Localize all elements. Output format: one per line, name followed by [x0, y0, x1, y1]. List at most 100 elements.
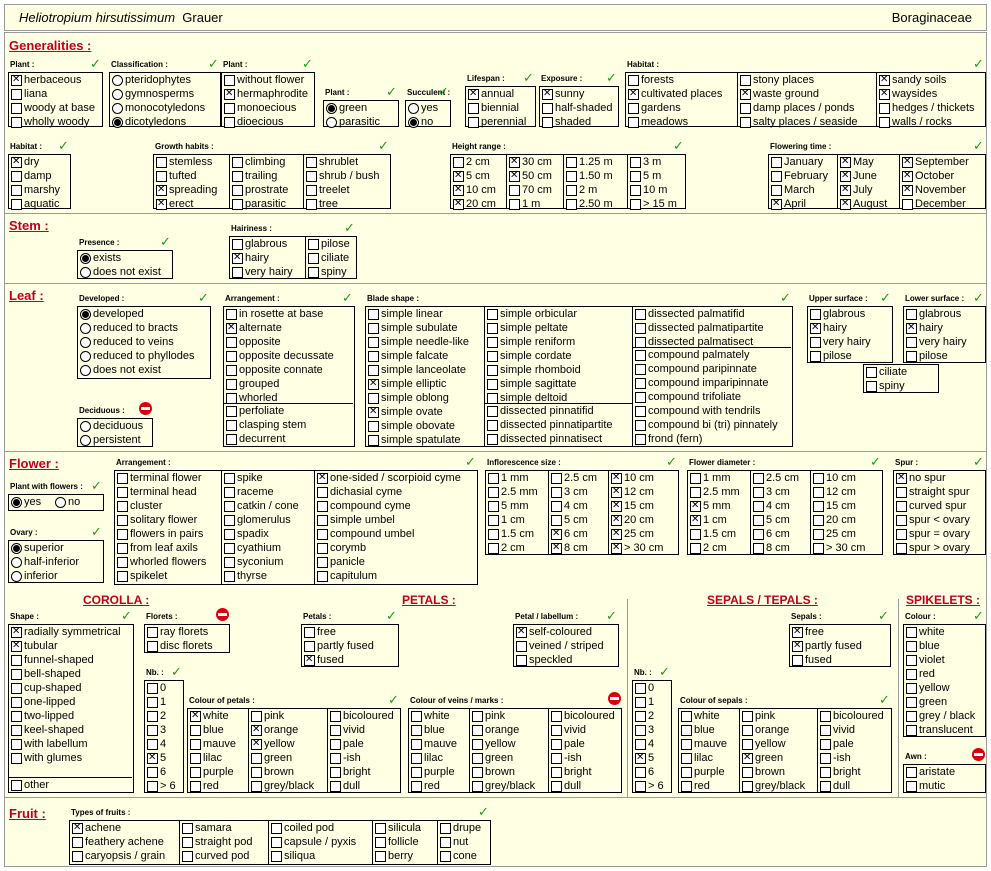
- checkbox-lower-very-hairy[interactable]: very hairy: [905, 335, 967, 349]
- checkbox-hairiness-stem-ciliate[interactable]: ciliate: [307, 251, 349, 265]
- checkbox-flowering-september[interactable]: September: [901, 155, 969, 169]
- checkbox-flowering-october[interactable]: October: [901, 169, 954, 183]
- checkbox-colour-sepals-white[interactable]: white: [680, 709, 720, 723]
- checkbox-colour-veins-lilac[interactable]: lilac: [410, 751, 443, 765]
- checkbox-petals-free[interactable]: free: [303, 625, 336, 639]
- checkbox-growth-parasitic[interactable]: parasitic: [231, 197, 286, 211]
- checkbox-colour-spikelets-blue[interactable]: blue: [905, 639, 940, 653]
- checkbox-height-10-m[interactable]: 10 m: [629, 183, 667, 197]
- checkbox-sepals-fused[interactable]: fused: [791, 653, 832, 667]
- checkbox-inflorescence-1-5-cm[interactable]: 1.5 cm: [487, 527, 534, 541]
- checkbox-colour-petals-bright[interactable]: bright: [329, 765, 371, 779]
- checkbox-inflorescence-2-5-cm[interactable]: 2.5 cm: [550, 471, 597, 485]
- checkbox-diameter-2-cm[interactable]: 2 cm: [689, 541, 727, 555]
- checkbox-blade-simple-deltoid[interactable]: simple deltoid: [486, 391, 567, 405]
- checkbox-colour-petals-lilac[interactable]: lilac: [189, 751, 222, 765]
- checkbox-height-30-cm[interactable]: 30 cm: [508, 155, 552, 169]
- checkbox-colour-veins-white[interactable]: white: [410, 709, 450, 723]
- checkbox-colour-petals-brown[interactable]: brown: [250, 765, 294, 779]
- radio-with-flowers-yes[interactable]: yes: [10, 495, 41, 509]
- checkbox-shape-cup-shaped[interactable]: cup-shaped: [10, 681, 82, 695]
- checkbox-diameter-1-5-cm[interactable]: 1.5 cm: [689, 527, 736, 541]
- checkbox-colour-spikelets-yellow[interactable]: yellow: [905, 681, 950, 695]
- checkbox-diameter-15-cm[interactable]: 15 cm: [812, 499, 856, 513]
- checkbox-growth-stemless[interactable]: stemless: [155, 155, 212, 169]
- checkbox-habitat-1-forests[interactable]: forests: [627, 73, 674, 87]
- checkbox-habitat-1-cultivated-places[interactable]: cultivated places: [627, 87, 722, 101]
- checkbox-colour-veins-brown[interactable]: brown: [471, 765, 515, 779]
- checkbox-growth-shrublet[interactable]: shrublet: [305, 155, 358, 169]
- checkbox-arrangement-flower-whorled-flowers[interactable]: whorled flowers: [116, 555, 206, 569]
- checkbox-colour-petals-blue[interactable]: blue: [189, 723, 224, 737]
- checkbox-nb-sepals-0[interactable]: 0: [634, 681, 654, 695]
- checkbox-shape-with-glumes[interactable]: with glumes: [10, 751, 82, 765]
- radio-deciduous-deciduous[interactable]: deciduous: [79, 419, 143, 433]
- checkbox-blade-compound-paripinnate[interactable]: compound paripinnate: [634, 362, 757, 376]
- radio-succulent-yes[interactable]: yes: [407, 101, 438, 115]
- checkbox-colour-sepals-blue[interactable]: blue: [680, 723, 715, 737]
- checkbox-inflorescence-4-cm[interactable]: 4 cm: [550, 499, 588, 513]
- checkbox-labellum-veined-striped[interactable]: veined / striped: [515, 639, 604, 653]
- checkbox-arrangement-leaf-alternate[interactable]: alternate: [225, 321, 282, 335]
- checkbox-colour-veins-red[interactable]: red: [410, 779, 440, 793]
- checkbox-nb-petals-1[interactable]: 1: [146, 695, 166, 709]
- radio-developed-reduced-to-bracts[interactable]: reduced to bracts: [79, 321, 178, 335]
- checkbox-colour-sepals-yellow[interactable]: yellow: [741, 737, 786, 751]
- checkbox-colour-spikelets-green[interactable]: green: [905, 695, 947, 709]
- radio-developed-developed[interactable]: developed: [79, 307, 144, 321]
- checkbox-nb-sepals-2[interactable]: 2: [634, 709, 654, 723]
- radio-ovary-half-inferior[interactable]: half-inferior: [10, 555, 79, 569]
- checkbox-colour-petals-red[interactable]: red: [189, 779, 219, 793]
- checkbox-nb-petals-6[interactable]: 6: [146, 765, 166, 779]
- checkbox-arrangement-leaf-decurrent[interactable]: decurrent: [225, 432, 285, 446]
- checkbox-spur-spur-ovary[interactable]: spur = ovary: [895, 527, 970, 541]
- checkbox-height-20-cm[interactable]: 20 cm: [452, 197, 496, 211]
- checkbox-arrangement-flower-syconium[interactable]: syconium: [223, 555, 283, 569]
- checkbox-spur-no-spur[interactable]: no spur: [895, 471, 946, 485]
- checkbox-blade-simple-oblong[interactable]: simple oblong: [367, 391, 449, 405]
- checkbox-arrangement-flower-flowers-in-pairs[interactable]: flowers in pairs: [116, 527, 203, 541]
- checkbox-inflorescence-2-5-mm[interactable]: 2.5 mm: [487, 485, 538, 499]
- checkbox-colour-sepals-mauve[interactable]: mauve: [680, 737, 727, 751]
- checkbox-arrangement-flower-cluster[interactable]: cluster: [116, 499, 162, 513]
- checkbox-colour-petals-pale[interactable]: pale: [329, 737, 364, 751]
- checkbox-inflorescence-6-cm[interactable]: 6 cm: [550, 527, 588, 541]
- checkbox-habitat-1-stony-places[interactable]: stony places: [739, 73, 814, 87]
- checkbox-colour-veins-pale[interactable]: pale: [550, 737, 585, 751]
- checkbox-inflorescence-20-cm[interactable]: 20 cm: [610, 513, 654, 527]
- checkbox-blade-compound-trifoliate[interactable]: compound trifoliate: [634, 390, 741, 404]
- checkbox-plant-type-herbaceous[interactable]: herbaceous: [10, 73, 82, 87]
- radio-plant-colour-parasitic[interactable]: parasitic: [325, 115, 380, 129]
- checkbox-fruits-follicle[interactable]: follicle: [374, 835, 419, 849]
- checkbox-diameter-20-cm[interactable]: 20 cm: [812, 513, 856, 527]
- checkbox-arrangement-flower-cyathium[interactable]: cyathium: [223, 541, 281, 555]
- checkbox-growth-spreading[interactable]: spreading: [155, 183, 217, 197]
- checkbox-arrangement-flower-simple-umbel[interactable]: simple umbel: [316, 513, 395, 527]
- checkbox-colour-spikelets-translucent[interactable]: translucent: [905, 723, 973, 737]
- checkbox-flowering-august[interactable]: August: [839, 197, 887, 211]
- checkbox-fruits-siliqua[interactable]: siliqua: [270, 849, 315, 863]
- checkbox-lifespan-annual[interactable]: annual: [467, 87, 514, 101]
- checkbox-arrangement-flower-terminal-flower[interactable]: terminal flower: [116, 471, 202, 485]
- checkbox-blade-simple-cordate[interactable]: simple cordate: [486, 349, 572, 363]
- checkbox-inflorescence-5-cm[interactable]: 5 cm: [550, 513, 588, 527]
- checkbox-shape-tubular[interactable]: tubular: [10, 639, 58, 653]
- checkbox-diameter-5-mm[interactable]: 5 mm: [689, 499, 731, 513]
- checkbox-colour-petals-ish[interactable]: -ish: [329, 751, 361, 765]
- checkbox-shape-with-labellum[interactable]: with labellum: [10, 737, 88, 751]
- checkbox-arrangement-leaf-opposite[interactable]: opposite: [225, 335, 281, 349]
- radio-developed-reduced-to-veins[interactable]: reduced to veins: [79, 335, 174, 349]
- checkbox-plant-sex-dioecious[interactable]: dioecious: [223, 115, 283, 129]
- checkbox-colour-sepals-ish[interactable]: -ish: [819, 751, 851, 765]
- checkbox-blade-simple-obovate[interactable]: simple obovate: [367, 419, 455, 433]
- checkbox-flowering-june[interactable]: June: [839, 169, 877, 183]
- radio-classification-dicotyledons[interactable]: dicotyledons: [111, 115, 186, 129]
- checkbox-surface-extra-ciliate[interactable]: ciliate: [865, 365, 907, 379]
- checkbox-colour-veins-dull[interactable]: dull: [550, 779, 581, 793]
- checkbox-blade-simple-elliptic[interactable]: simple elliptic: [367, 377, 446, 391]
- checkbox-height-5-m[interactable]: 5 m: [629, 169, 661, 183]
- checkbox-growth-prostrate[interactable]: prostrate: [231, 183, 288, 197]
- checkbox-colour-petals-mauve[interactable]: mauve: [189, 737, 236, 751]
- checkbox-florets-disc-florets[interactable]: disc florets: [146, 639, 213, 653]
- checkbox-arrangement-flower-raceme[interactable]: raceme: [223, 485, 274, 499]
